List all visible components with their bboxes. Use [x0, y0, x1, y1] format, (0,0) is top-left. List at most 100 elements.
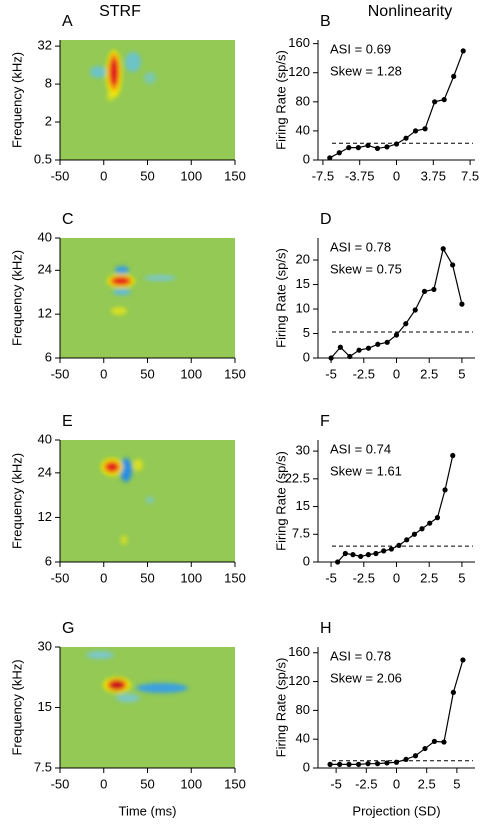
x-tick-label: 0 — [100, 570, 107, 585]
y-axis-label: Firing Rate (sp/s) — [273, 50, 288, 150]
point — [365, 552, 371, 558]
annotation: Skew = 1.61 — [330, 463, 402, 478]
y-tick-label: 15 — [296, 276, 310, 291]
y-axis-label: Frequency (kHz) — [9, 453, 24, 549]
point — [450, 689, 456, 695]
x-tick-label: 100 — [180, 776, 202, 791]
x-axis-label: Time (ms) — [118, 803, 176, 818]
x-tick-label: -3.75 — [345, 168, 375, 183]
x-tick-label: -50 — [51, 570, 70, 585]
point — [355, 761, 362, 767]
y-tick-label: 24 — [38, 262, 52, 277]
point — [346, 761, 352, 767]
point — [393, 141, 400, 147]
y-tick-label: 5 — [303, 325, 310, 340]
y-tick-label: 40 — [38, 229, 52, 244]
point — [335, 559, 341, 565]
x-tick-label: 150 — [224, 366, 246, 381]
y-tick-label: 30 — [296, 443, 310, 458]
x-tick-label: 150 — [224, 168, 246, 183]
x-tick-label: 2.5 — [418, 776, 436, 791]
x-tick-label: 5 — [453, 776, 460, 791]
point — [431, 286, 437, 293]
y-tick-label: 24 — [38, 464, 52, 479]
point — [350, 552, 356, 558]
y-tick-label: 10 — [296, 300, 310, 315]
y-tick-label: 7.5 — [292, 526, 310, 541]
y-tick-label: 2 — [45, 113, 52, 128]
panel-title: STRF — [99, 3, 141, 20]
x-tick-label: 100 — [180, 366, 202, 381]
point — [403, 135, 409, 141]
panel-label: G — [62, 620, 74, 637]
y-tick-label: 20 — [296, 251, 310, 266]
point — [374, 145, 381, 151]
point — [374, 761, 381, 767]
y-tick-label: 40 — [296, 122, 310, 137]
point — [384, 339, 390, 345]
point — [355, 145, 361, 151]
point — [442, 487, 448, 493]
y-tick-label: 12 — [38, 509, 52, 524]
x-tick-label: 3.75 — [421, 168, 446, 183]
y-tick-label: 160 — [288, 35, 310, 50]
point — [412, 753, 419, 759]
point — [421, 288, 428, 294]
annotation: Skew = 2.06 — [330, 670, 402, 685]
annotation: Skew = 1.28 — [330, 63, 402, 78]
y-tick-label: 6 — [45, 349, 52, 364]
point — [460, 48, 466, 54]
y-tick-label: 7.5 — [34, 759, 52, 774]
point — [337, 344, 343, 350]
point — [432, 99, 438, 105]
y-tick-label: 12 — [38, 306, 52, 321]
point — [412, 128, 419, 134]
y-tick-label: 6 — [45, 553, 52, 568]
point — [388, 546, 394, 552]
heatmap-bg — [60, 238, 235, 358]
point — [365, 761, 371, 767]
x-tick-label: 0 — [393, 168, 400, 183]
y-tick-label: 40 — [296, 731, 310, 746]
x-tick-label: 5 — [458, 366, 465, 381]
point — [365, 345, 372, 351]
x-tick-label: 50 — [140, 366, 154, 381]
point — [431, 738, 438, 744]
point — [450, 452, 456, 459]
y-tick-label: 0 — [303, 759, 310, 774]
y-tick-label: 120 — [288, 673, 310, 688]
y-tick-label: 0 — [303, 553, 310, 568]
heatmap-images — [60, 40, 235, 768]
x-tick-label: -5 — [330, 776, 342, 791]
point — [434, 515, 441, 521]
point — [459, 301, 465, 307]
annotation: ASI = 0.74 — [330, 441, 391, 456]
point — [356, 347, 362, 353]
annotation: Skew = 0.75 — [330, 261, 402, 276]
point — [427, 520, 433, 526]
x-tick-label: 100 — [180, 570, 202, 585]
point — [358, 553, 364, 560]
y-tick-label: 40 — [38, 431, 52, 446]
y-axis-label: Frequency (kHz) — [9, 52, 24, 148]
x-tick-label: -2.5 — [353, 366, 375, 381]
point — [337, 761, 343, 767]
y-axis-label: Firing Rate (sp/s) — [273, 451, 288, 551]
panel-label: A — [62, 13, 73, 30]
x-tick-label: -50 — [51, 776, 70, 791]
point — [460, 657, 466, 663]
y-tick-label: 8 — [45, 76, 52, 91]
y-tick-label: 15 — [38, 699, 52, 714]
y-tick-label: 22.5 — [285, 470, 310, 485]
y-tick-label: 0 — [303, 349, 310, 364]
x-tick-label: 2.5 — [420, 366, 438, 381]
curve — [337, 455, 454, 563]
x-tick-label: 5 — [458, 570, 465, 585]
point — [373, 550, 379, 557]
x-tick-label: 0 — [100, 168, 107, 183]
heatmap-bg — [60, 40, 235, 160]
x-tick-label: -2.5 — [353, 570, 375, 585]
point — [384, 144, 390, 150]
strf-a — [90, 50, 156, 101]
point — [422, 745, 428, 752]
